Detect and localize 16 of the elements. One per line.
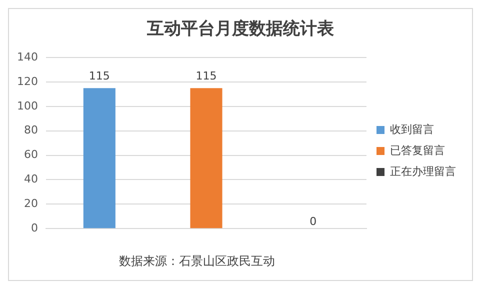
data-label: 115 xyxy=(88,69,110,82)
legend-label: 收到留言 xyxy=(390,122,434,136)
chart-title: 互动平台月度数据统计表 xyxy=(146,18,335,41)
y-tick-label: 140 xyxy=(16,50,38,64)
y-tick-label: 120 xyxy=(16,74,38,88)
y-tick-label: 40 xyxy=(24,172,38,186)
y-tick-label: 80 xyxy=(24,124,38,137)
y-tick-label: 60 xyxy=(24,148,38,162)
y-tick-label: 0 xyxy=(30,221,38,234)
legend-label: 已答复留言 xyxy=(390,144,445,157)
data-label: 0 xyxy=(310,214,317,228)
y-tick-label: 100 xyxy=(16,99,38,112)
y-tick-label: 20 xyxy=(24,197,38,210)
data-label: 115 xyxy=(196,69,217,82)
legend-label: 正在办理留言 xyxy=(390,164,456,178)
source-note: 数据来源：石景山区政民互动 xyxy=(118,253,276,270)
